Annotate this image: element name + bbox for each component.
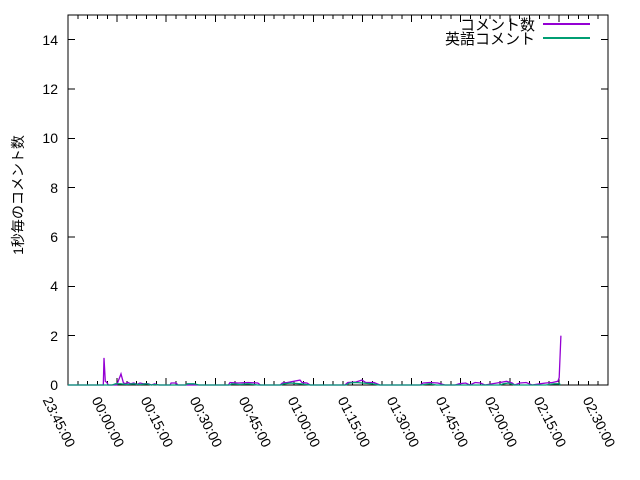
legend-line-english-comments	[543, 37, 590, 39]
series-line-1	[68, 381, 561, 386]
plot-border	[67, 14, 609, 386]
y-tick-label: 14	[42, 31, 58, 48]
y-tick-label: 0	[50, 377, 58, 393]
y-tick-label: 12	[42, 81, 58, 97]
legend: コメント数 英語コメント	[445, 17, 590, 48]
y-tick-label: 6	[50, 229, 58, 245]
y-tick-label: 2	[50, 327, 58, 344]
y-tick-label: 4	[50, 278, 58, 295]
legend-label-comments: コメント数	[459, 16, 535, 34]
legend-label-english-comments: 英語コメント	[444, 30, 535, 48]
legend-line-comments	[543, 23, 590, 25]
y-tick-label: 10	[42, 130, 58, 147]
series-line-0	[68, 335, 562, 386]
legend-entry-english-comments: 英語コメント	[445, 31, 590, 48]
y-tick-label: 8	[50, 179, 58, 196]
legend-entry-comments: コメント数	[445, 17, 590, 34]
